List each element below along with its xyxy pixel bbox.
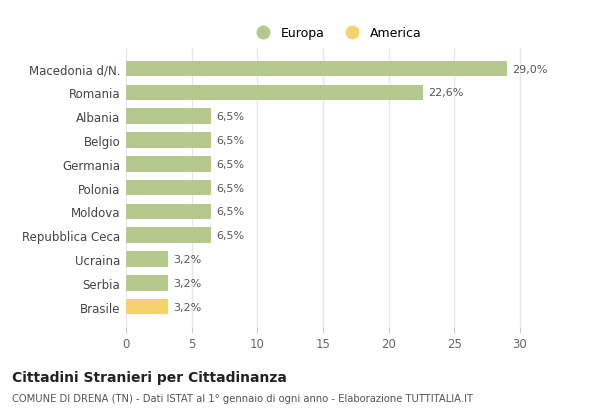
Text: COMUNE DI DRENA (TN) - Dati ISTAT al 1° gennaio di ogni anno - Elaborazione TUTT: COMUNE DI DRENA (TN) - Dati ISTAT al 1° … (12, 393, 473, 403)
Bar (126, 299, 168, 315)
Legend: Europa, America: Europa, America (245, 22, 427, 45)
Bar (126, 157, 211, 172)
Bar (126, 109, 211, 125)
Bar (126, 85, 422, 101)
Text: 3,2%: 3,2% (173, 254, 202, 264)
Bar (126, 228, 211, 243)
Text: 6,5%: 6,5% (217, 136, 245, 146)
Bar (126, 275, 168, 291)
Bar (126, 133, 211, 148)
Text: 6,5%: 6,5% (217, 207, 245, 217)
Bar (126, 180, 211, 196)
Text: 3,2%: 3,2% (173, 302, 202, 312)
Text: 6,5%: 6,5% (217, 112, 245, 122)
Bar (126, 62, 506, 77)
Text: 22,6%: 22,6% (428, 88, 463, 98)
Text: 3,2%: 3,2% (173, 278, 202, 288)
Text: Cittadini Stranieri per Cittadinanza: Cittadini Stranieri per Cittadinanza (12, 370, 287, 384)
Text: 29,0%: 29,0% (512, 65, 547, 74)
Bar (126, 252, 168, 267)
Text: 6,5%: 6,5% (217, 231, 245, 240)
Text: 6,5%: 6,5% (217, 160, 245, 169)
Bar (126, 204, 211, 220)
Text: 6,5%: 6,5% (217, 183, 245, 193)
